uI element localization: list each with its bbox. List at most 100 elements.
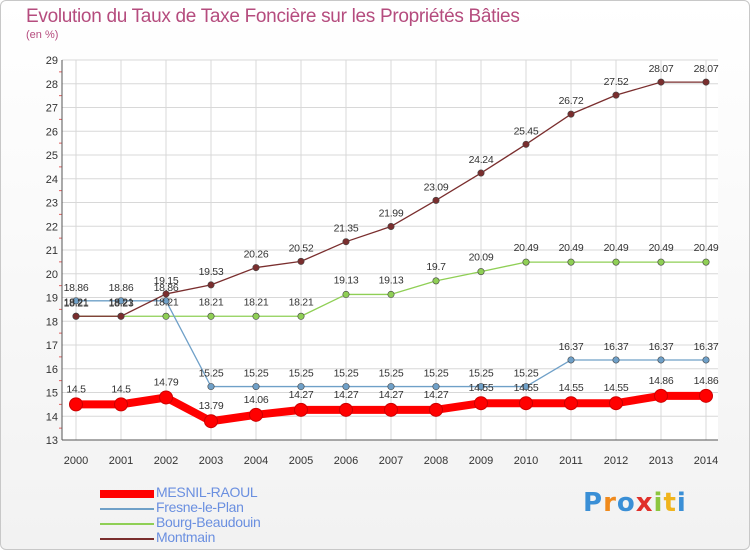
data-label: 14.5 [66, 383, 86, 395]
data-point [432, 383, 440, 391]
data-point [339, 402, 353, 417]
data-point [297, 312, 305, 320]
data-label: 15.25 [199, 368, 224, 380]
legend-label: Fresne-le-Plan [156, 499, 244, 515]
logo-letter: t [663, 488, 677, 518]
data-label: 19.53 [199, 266, 224, 278]
logo-letter: x [635, 488, 654, 518]
x-tick-label: 2004 [244, 455, 268, 467]
data-point [702, 258, 710, 266]
data-point [477, 383, 485, 391]
data-point [342, 383, 350, 391]
data-label: 14.5 [111, 383, 131, 395]
data-point [522, 383, 530, 391]
logo-letter: i [653, 488, 664, 518]
x-tick-label: 2000 [64, 455, 88, 467]
y-tick-label: 15 [46, 388, 58, 400]
data-label: 14.86 [649, 375, 674, 387]
data-label: 14.27 [379, 389, 404, 401]
data-point [657, 258, 665, 266]
data-point [432, 196, 440, 204]
data-label: 18.21 [154, 296, 179, 308]
data-point [522, 258, 530, 266]
y-tick-label: 21 [46, 245, 58, 257]
data-point [207, 281, 215, 289]
data-label: 16.37 [649, 341, 674, 353]
data-label: 18.21 [199, 296, 224, 308]
data-point [207, 383, 215, 391]
y-tick-label: 20 [46, 269, 58, 281]
x-tick-label: 2009 [469, 455, 493, 467]
data-point [702, 78, 710, 86]
data-label: 28.07 [694, 63, 719, 75]
data-label: 16.37 [559, 341, 584, 353]
legend-label: Montmain [156, 529, 216, 545]
data-label: 15.25 [469, 368, 494, 380]
x-tick-label: 2008 [424, 455, 448, 467]
data-label: 18.21 [289, 296, 314, 308]
x-tick-label: 2006 [334, 455, 358, 467]
data-label: 20.49 [694, 242, 719, 254]
data-label: 18.21 [64, 296, 89, 308]
data-label: 16.37 [694, 341, 719, 353]
data-label: 14.55 [559, 382, 584, 394]
data-point [162, 297, 170, 305]
data-label: 21.99 [379, 207, 404, 219]
data-point [387, 383, 395, 391]
chart-title: Evolution du Taux de Taxe Foncière sur l… [26, 6, 520, 27]
data-label: 15.25 [379, 368, 404, 380]
data-point [387, 222, 395, 230]
legend-label: Bourg-Beaudouin [156, 514, 261, 530]
data-point [612, 258, 620, 266]
data-label: 19.13 [379, 274, 404, 286]
data-point [567, 258, 575, 266]
proxiti-logo: Proxiti [583, 488, 687, 518]
data-label: 20.49 [649, 242, 674, 254]
data-point [252, 312, 260, 320]
x-tick-label: 2007 [379, 455, 403, 467]
y-axis-unit-label: (en %) [26, 29, 59, 41]
data-label: 14.27 [424, 389, 449, 401]
y-tick-label: 22 [46, 221, 58, 233]
data-point [432, 277, 440, 285]
y-tick-label: 28 [46, 79, 58, 91]
grid [62, 59, 718, 441]
data-label: 14.06 [244, 394, 269, 406]
data-point [342, 290, 350, 298]
x-tick-label: 2005 [289, 455, 313, 467]
data-point [72, 312, 80, 320]
data-point [522, 140, 530, 148]
data-point [69, 397, 83, 412]
data-point [609, 396, 623, 411]
data-label: 14.55 [604, 382, 629, 394]
y-tick-label: 18 [46, 316, 58, 328]
data-point [657, 78, 665, 86]
data-point [612, 356, 620, 364]
data-label: 14.55 [514, 382, 539, 394]
data-point [72, 297, 80, 305]
data-label: 20.49 [604, 242, 629, 254]
data-point [297, 383, 305, 391]
data-label: 14.86 [694, 375, 719, 387]
legend-swatch [100, 508, 154, 510]
data-point [384, 402, 398, 417]
data-point [162, 290, 170, 298]
data-label: 20.49 [514, 242, 539, 254]
data-point [162, 312, 170, 320]
data-point [657, 356, 665, 364]
data-point [249, 407, 263, 422]
logo-letter: r [603, 488, 617, 518]
y-tick-label: 23 [46, 198, 58, 210]
data-label: 20.52 [289, 242, 314, 254]
data-label: 24.24 [469, 154, 494, 166]
data-label: 18.21 [244, 296, 269, 308]
data-label: 18.21 [109, 296, 134, 308]
data-label: 14.27 [334, 389, 359, 401]
data-point [477, 169, 485, 177]
data-point [297, 257, 305, 265]
x-tick-label: 2010 [514, 455, 538, 467]
y-tick-label: 27 [46, 103, 58, 115]
legend-label: MESNIL-RAOUL [156, 484, 258, 500]
x-tick-label: 2012 [604, 455, 628, 467]
